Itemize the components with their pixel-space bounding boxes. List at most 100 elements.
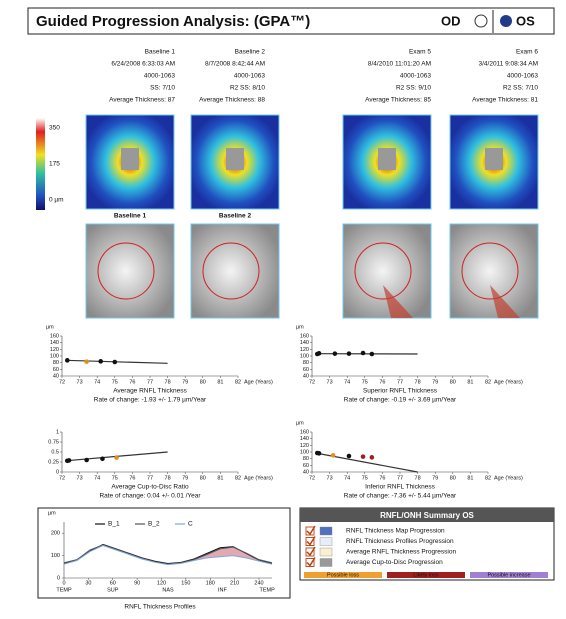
- exam-thickness: Average Thickness: 88: [199, 97, 265, 104]
- od-radio[interactable]: [475, 15, 487, 27]
- summary-title: RNFL/ONH Summary OS: [380, 511, 474, 520]
- title: Guided Progression Analysis: (GPA™): [36, 13, 310, 30]
- data-point: [114, 455, 119, 460]
- x-tick-label: 180: [206, 580, 215, 586]
- page: Guided Progression Analysis: (GPA™) OD O…: [0, 0, 566, 614]
- x-tick-label: 0: [62, 580, 65, 586]
- x-tick-label: 72: [59, 475, 65, 481]
- x-tick-label: 75: [112, 475, 118, 481]
- y-tick-label: 100: [51, 553, 60, 559]
- os-radio[interactable]: [500, 15, 512, 27]
- x-tick-label: 81: [217, 475, 223, 481]
- region-label: TEMP: [259, 587, 275, 593]
- image-caption: Baseline 1: [114, 213, 147, 220]
- data-point: [370, 455, 375, 460]
- y-tick-label: 200: [51, 531, 60, 537]
- exam-date: 6/24/2008 6:33:03 AM: [111, 61, 175, 68]
- os-label: OS: [516, 13, 535, 28]
- data-point: [331, 453, 336, 458]
- y-tick-label: 0.25: [48, 459, 59, 465]
- legend-label: B_2: [148, 521, 160, 528]
- x-tick-label: 76: [129, 379, 135, 385]
- y-tick-label: 100: [300, 449, 309, 455]
- exam-thickness: Average Thickness: 81: [472, 97, 538, 104]
- data-point: [317, 351, 322, 356]
- y-tick-label: 0: [57, 575, 60, 581]
- x-tick-label: 75: [362, 379, 368, 385]
- y-tick-label: 0.5: [51, 449, 59, 455]
- exam-date: 8/4/2010 11:01:20 AM: [368, 61, 431, 68]
- x-tick-label: 78: [165, 475, 171, 481]
- y-tick-label: 140: [300, 436, 309, 442]
- x-tick-label: 82: [235, 475, 241, 481]
- x-tick-label: 78: [415, 475, 421, 481]
- x-tick-label: 76: [379, 379, 385, 385]
- data-point: [98, 359, 103, 364]
- y-unit: µm: [48, 510, 56, 516]
- fundus-image: [343, 224, 431, 318]
- y-tick-label: 100: [50, 353, 59, 359]
- rate-text: Rate of change: -7.36 +/- 5.44 µm/Year: [344, 493, 457, 500]
- x-tick-label: 75: [362, 475, 368, 481]
- x-tick-label: 82: [485, 475, 491, 481]
- region-label: INF: [218, 587, 228, 593]
- x-tick-label: 80: [200, 379, 206, 385]
- colorbar: [36, 118, 45, 210]
- chart-title: Average Cup-to-Disc Ratio: [111, 484, 189, 491]
- data-point: [84, 458, 89, 463]
- exam-ss: R2 SS: 7/10: [503, 85, 538, 92]
- x-tick-label: 81: [467, 379, 473, 385]
- x-tick-label: 74: [344, 475, 350, 481]
- exam-date: 3/4/2011 9:08:34 AM: [478, 61, 538, 68]
- legend-label: C: [188, 521, 193, 528]
- x-tick-label: 79: [432, 379, 438, 385]
- y-tick-label: 140: [300, 340, 309, 346]
- x-tick-label: 72: [59, 379, 65, 385]
- x-tick-label: 80: [450, 475, 456, 481]
- x-tick-label: 74: [94, 475, 100, 481]
- colorbar-label: 175: [49, 161, 60, 168]
- disc-area: [121, 148, 139, 170]
- disc-area: [378, 148, 396, 170]
- colorbar-label: 0 µm: [49, 197, 64, 204]
- y-tick-label: 60: [53, 367, 59, 373]
- x-tick-label: 79: [182, 475, 188, 481]
- od-label: OD: [441, 13, 461, 28]
- y-tick-label: 0.75: [48, 439, 59, 445]
- data-point: [84, 359, 89, 364]
- exam-ss: R2 SS: 9/10: [396, 85, 431, 92]
- x-tick-label: 210: [230, 580, 239, 586]
- y-tick-label: 140: [50, 340, 59, 346]
- exam-name: Baseline 1: [145, 49, 176, 56]
- x-tick-label: 72: [309, 475, 315, 481]
- x-tick-label: 73: [77, 475, 83, 481]
- region-label: TEMP: [56, 587, 72, 593]
- rate-text: Rate of change: 0.04 +/- 0.01 /Year: [99, 493, 201, 500]
- y-unit: µm: [296, 324, 304, 330]
- x-tick-label: 80: [200, 475, 206, 481]
- chart-title: Average RNFL Thickness: [113, 388, 187, 395]
- y-tick-label: 120: [300, 347, 309, 353]
- x-tick-label: 77: [147, 379, 153, 385]
- x-tick-label: 79: [432, 475, 438, 481]
- x-tick-label: 77: [147, 475, 153, 481]
- x-tick-label: 90: [134, 580, 140, 586]
- x-tick-label: 75: [112, 379, 118, 385]
- x-tick-label: 30: [85, 580, 91, 586]
- y-tick-label: 1: [56, 429, 59, 435]
- region-label: NAS: [162, 587, 174, 593]
- x-axis-label: Age (Years): [494, 475, 523, 481]
- legend-text: Likely loss: [413, 572, 439, 578]
- exam-ss: R2 SS: 8/10: [230, 85, 265, 92]
- colorbar-label: 350: [49, 125, 60, 132]
- data-point: [347, 454, 352, 459]
- data-point: [370, 352, 375, 357]
- x-tick-label: 76: [129, 475, 135, 481]
- exam-thickness: Average Thickness: 85: [365, 97, 431, 104]
- region-label: SUP: [107, 587, 119, 593]
- x-tick-label: 73: [327, 475, 333, 481]
- item-icon: [320, 538, 332, 546]
- x-tick-label: 72: [309, 379, 315, 385]
- data-point: [333, 351, 338, 356]
- data-point: [317, 451, 322, 456]
